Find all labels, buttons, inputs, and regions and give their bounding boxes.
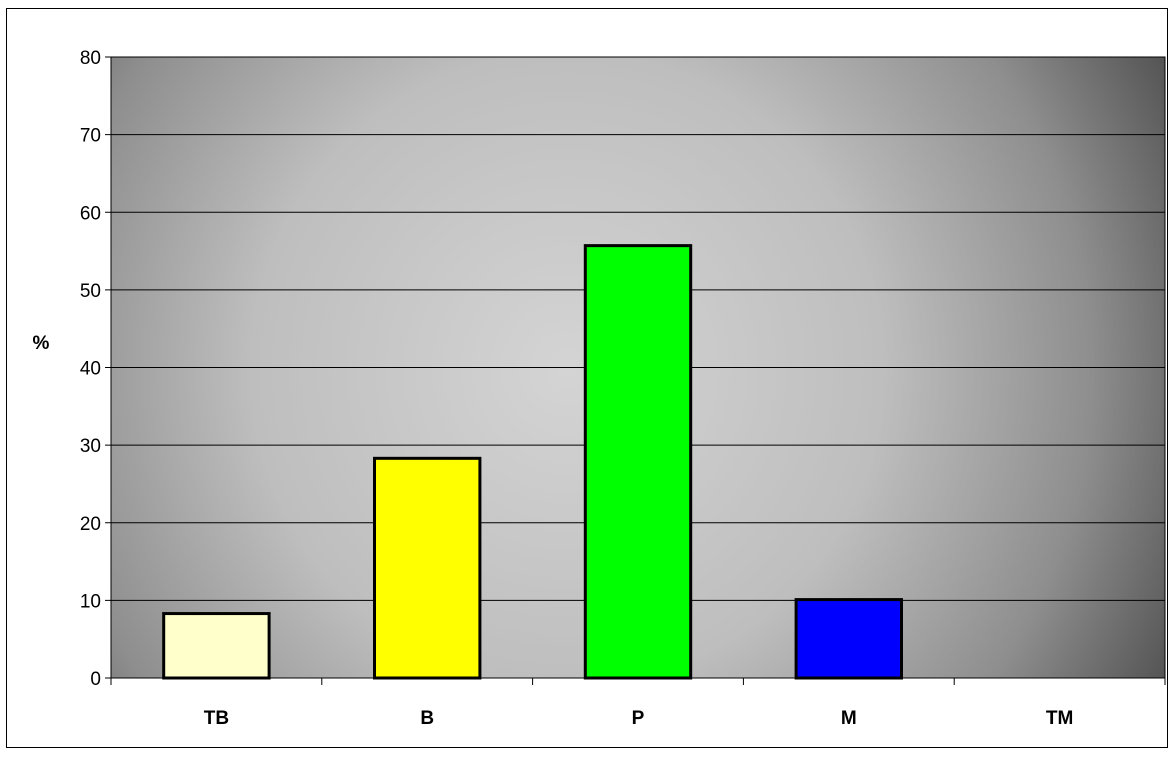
- y-axis-title: %: [33, 333, 50, 354]
- bar-chart: 0 10 20 30 40 50 60 70 80 TB B P M TM %: [33, 48, 1166, 729]
- y-tick-label: 50: [80, 281, 101, 302]
- y-axis-ticks: 0 10 20 30 40 50 60 70 80: [80, 48, 111, 690]
- bars: [162, 244, 903, 680]
- x-axis-ticks: TB B P M TM: [110, 678, 1166, 729]
- y-tick-label: 40: [80, 359, 101, 380]
- x-tick-label: P: [632, 708, 645, 729]
- y-tick-label: 80: [80, 48, 101, 69]
- y-tick-label: 10: [80, 591, 101, 612]
- bar-m: [794, 598, 903, 680]
- y-tick-label: 30: [80, 436, 101, 457]
- x-tick-label: B: [420, 708, 434, 729]
- bar-p: [583, 244, 693, 680]
- x-tick-label: TM: [1046, 708, 1073, 729]
- y-tick-label: 70: [80, 126, 101, 147]
- y-tick-label: 60: [80, 203, 101, 224]
- x-tick-label: TB: [204, 708, 229, 729]
- chart-frame: 0 10 20 30 40 50 60 70 80 TB B P M TM %: [6, 8, 1168, 748]
- y-tick-label: 20: [80, 514, 101, 535]
- y-tick-label: 0: [90, 669, 101, 690]
- bar-tb: [162, 612, 271, 680]
- bar-b: [373, 456, 482, 680]
- x-tick-label: M: [841, 708, 857, 729]
